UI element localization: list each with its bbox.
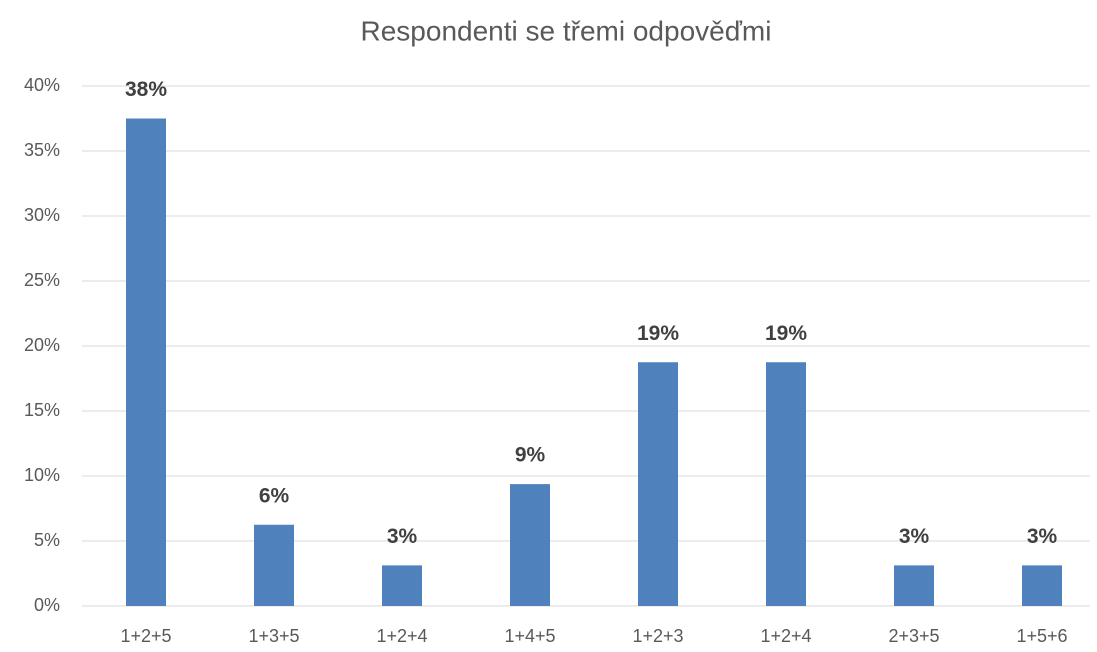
y-tick-label: 5% — [34, 530, 60, 550]
data-label: 19% — [765, 322, 807, 345]
x-tick-label: 1+4+5 — [504, 626, 555, 646]
x-tick-label: 1+3+5 — [248, 626, 299, 646]
bar — [766, 362, 806, 606]
data-label: 38% — [125, 78, 167, 101]
x-tick-label: 1+5+6 — [1016, 626, 1067, 646]
y-tick-label: 35% — [24, 140, 60, 160]
data-label: 19% — [637, 322, 679, 345]
bar — [638, 362, 678, 606]
y-tick-label: 20% — [24, 335, 60, 355]
data-label: 3% — [899, 525, 930, 548]
x-tick-label: 1+2+4 — [376, 626, 427, 646]
x-tick-label: 1+2+3 — [632, 626, 683, 646]
bar — [126, 118, 166, 606]
data-label: 9% — [515, 444, 546, 467]
bar — [1022, 565, 1062, 606]
data-label: 6% — [259, 484, 290, 507]
y-tick-label: 0% — [34, 595, 60, 615]
bar — [254, 524, 294, 606]
y-tick-label: 10% — [24, 465, 60, 485]
data-label: 3% — [1027, 525, 1058, 548]
data-label: 3% — [387, 525, 418, 548]
x-tick-label: 2+3+5 — [888, 626, 939, 646]
y-tick-label: 30% — [24, 205, 60, 225]
x-tick-label: 1+2+5 — [120, 626, 171, 646]
bar — [510, 484, 550, 606]
y-tick-label: 15% — [24, 400, 60, 420]
bar — [382, 565, 422, 606]
bar — [894, 565, 934, 606]
y-tick-label: 25% — [24, 270, 60, 290]
x-tick-label: 1+2+4 — [760, 626, 811, 646]
chart-title: Respondenti se třemi odpověďmi — [361, 15, 772, 46]
y-tick-label: 40% — [24, 75, 60, 95]
